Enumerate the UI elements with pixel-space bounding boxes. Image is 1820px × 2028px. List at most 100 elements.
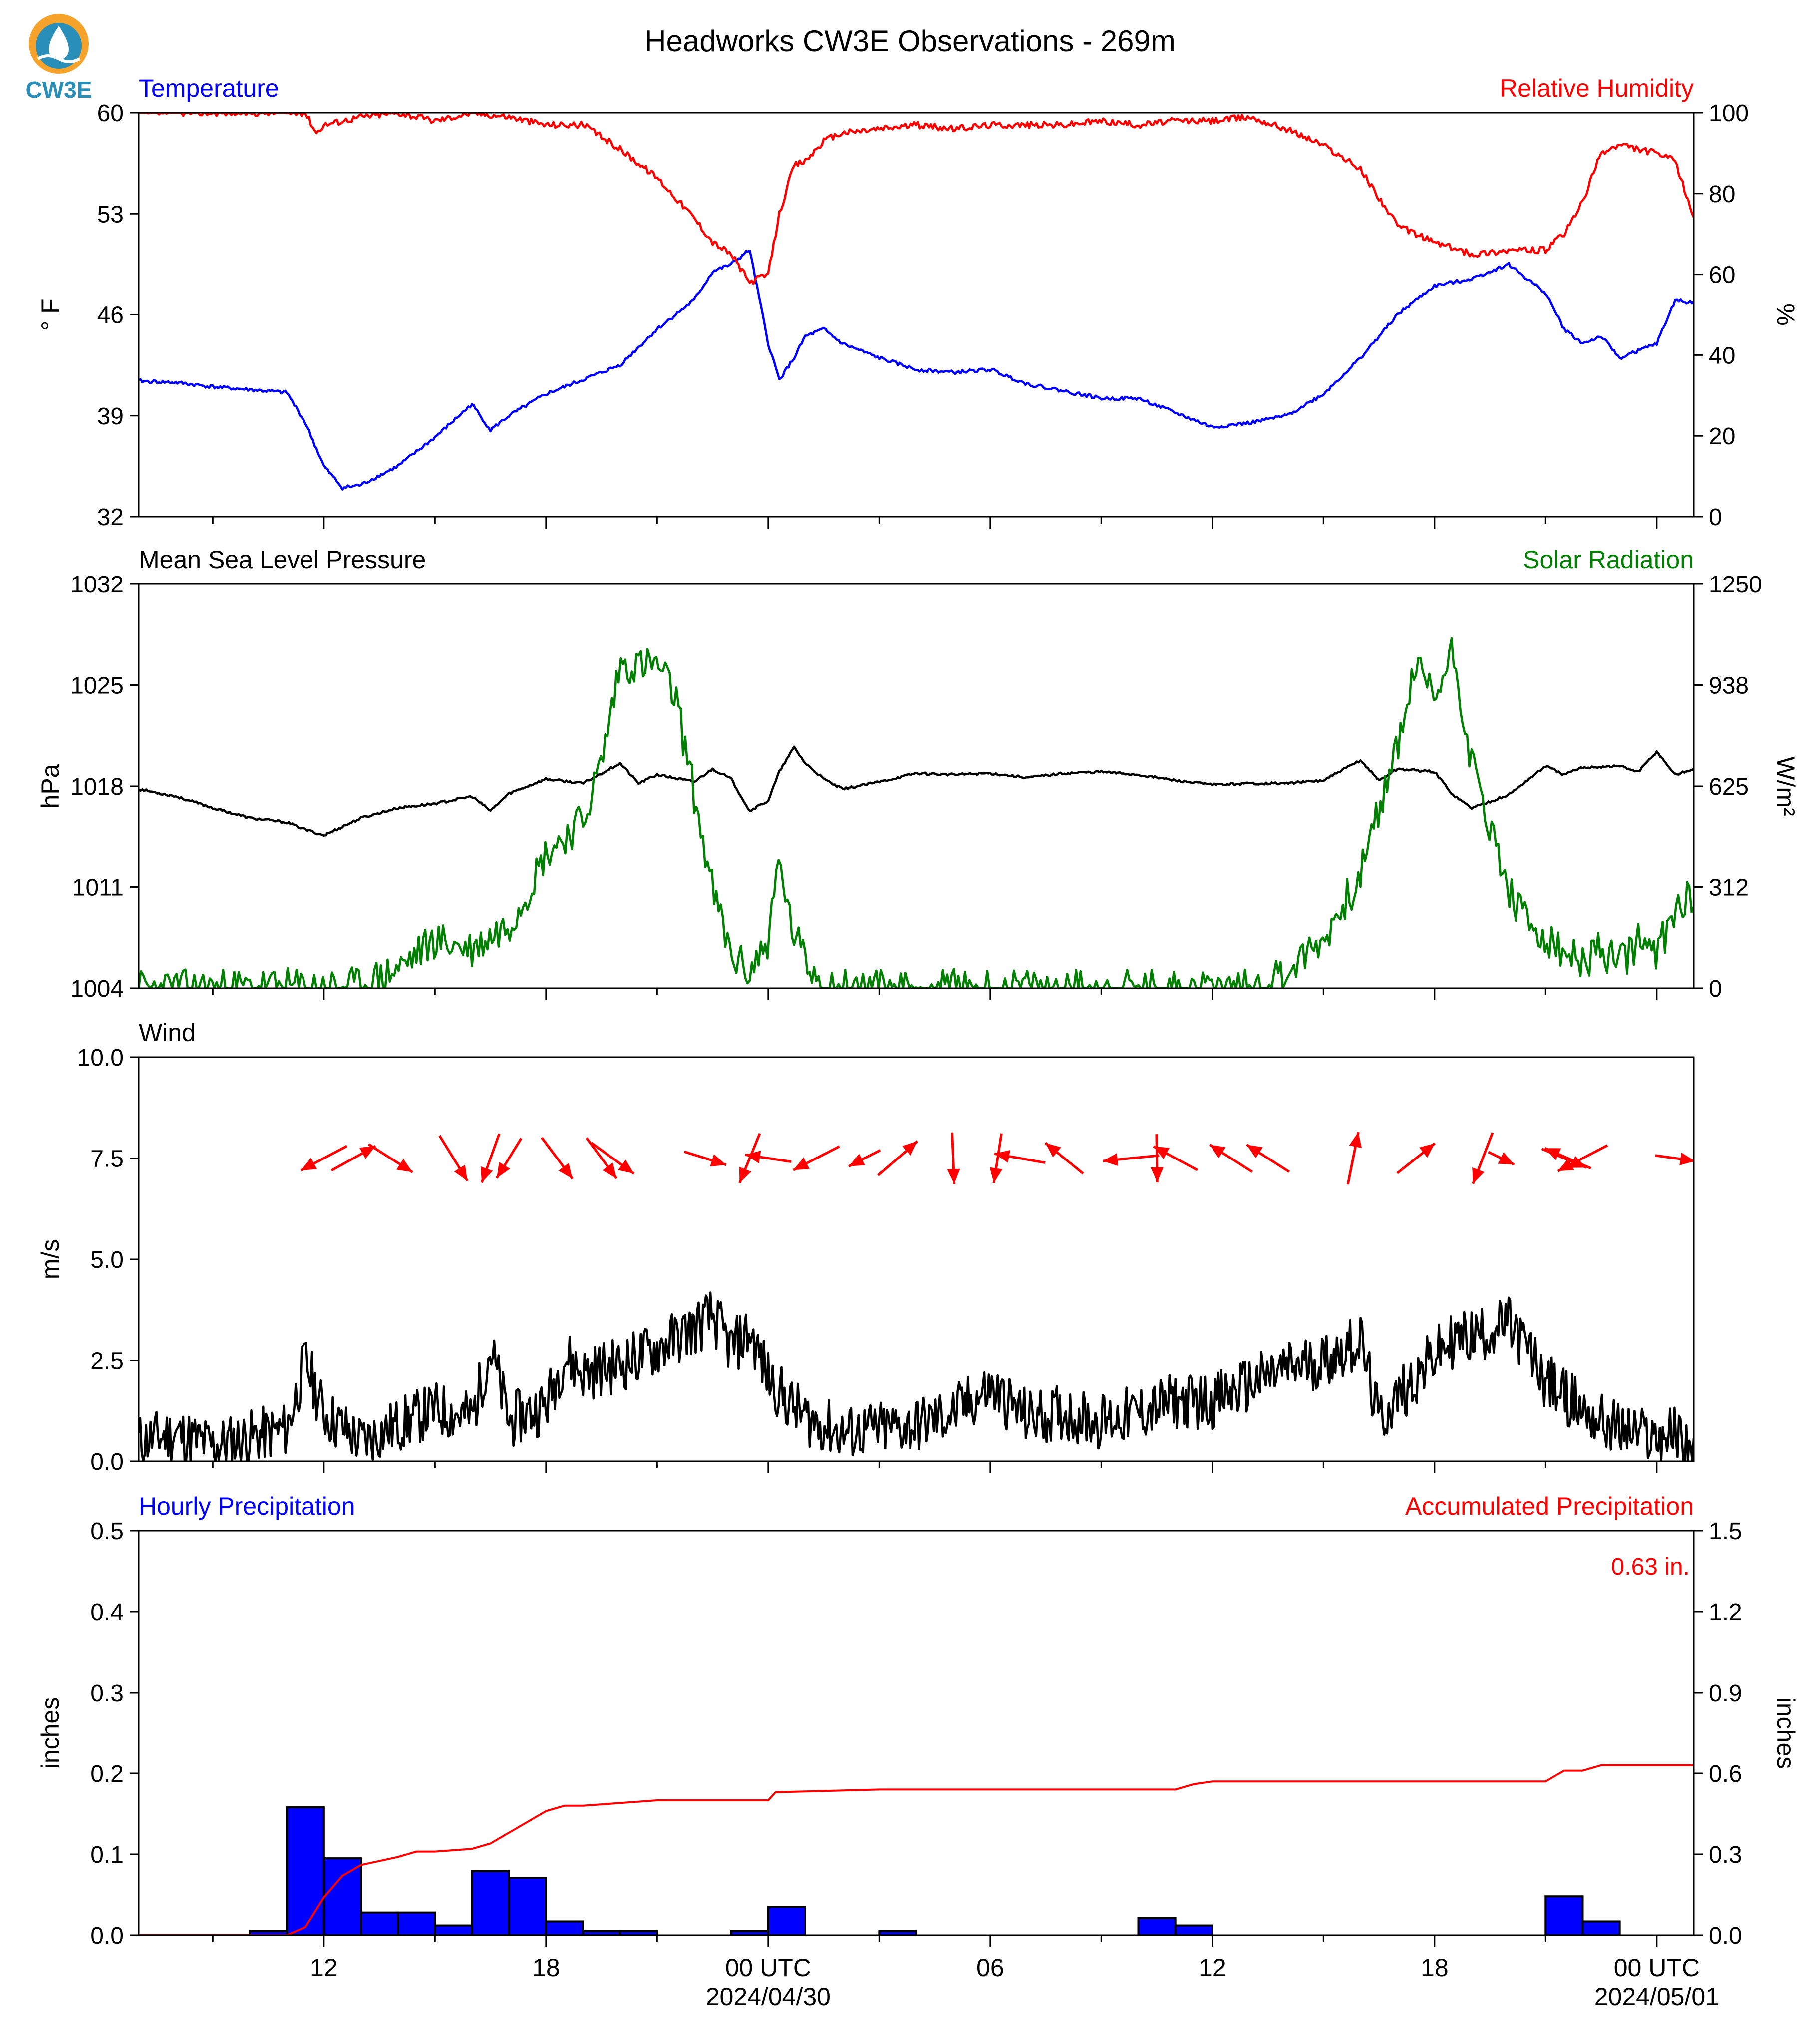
y-tick-label: 2.5: [90, 1348, 124, 1375]
y2-tick-label: 0: [1709, 504, 1722, 531]
panel-right-title: Accumulated Precipitation: [1405, 1492, 1694, 1520]
panel-left-title: Wind: [139, 1019, 196, 1047]
panel-4: Hourly Precipitation Accumulated Precipit…: [36, 1492, 1800, 1949]
wind-arrow: [989, 1133, 1003, 1183]
relative-humidity-line: [139, 113, 1694, 285]
y-tick-label: 53: [97, 201, 124, 228]
x-tick-label: 06: [976, 1954, 1004, 1982]
wind-arrow: [438, 1135, 469, 1182]
wind-arrow: [1488, 1151, 1515, 1166]
logo-drop-icon: [49, 26, 69, 60]
plot-area: [139, 637, 1694, 988]
y2-tick-label: 312: [1709, 875, 1749, 901]
panel-frame: [138, 112, 1695, 518]
y-tick-label: 1032: [70, 572, 124, 598]
wind-arrow: [300, 1145, 348, 1172]
wind-arrow: [1044, 1142, 1084, 1175]
precip-bar: [322, 1857, 362, 1935]
wind-arrow-head: [301, 1158, 317, 1170]
wind-arrow: [541, 1137, 574, 1180]
y2-tick-label: 0.0: [1709, 1923, 1742, 1949]
wind-arrow-head: [989, 1167, 1003, 1183]
wind-arrow-head: [454, 1164, 468, 1181]
wind-arrow-head: [710, 1154, 726, 1167]
y2-tick-label: 40: [1709, 342, 1735, 369]
panels: Temperature Relative Humidity ° F % 32 39 46 53…: [36, 74, 1800, 2011]
cw3e-logo: CW3E: [26, 14, 92, 103]
wind-arrow: [1246, 1144, 1290, 1173]
y-tick-label: 7.5: [90, 1146, 124, 1172]
precip-bar: [1544, 1895, 1584, 1935]
panel-2: Mean Sea Level Pressure Solar Radiation hP…: [36, 546, 1800, 1002]
precip-bar: [434, 1924, 473, 1935]
precip-bar: [1174, 1924, 1213, 1935]
x-tick-label: 12: [310, 1954, 338, 1982]
x-tick-label: 18: [1421, 1954, 1449, 1982]
wind-arrow-head: [739, 1166, 751, 1183]
y-tick-label: 32: [97, 504, 124, 531]
wind-arrow-head: [1150, 1167, 1164, 1182]
y2-tick-label: 1250: [1709, 572, 1762, 598]
precip-bar: [1137, 1917, 1177, 1935]
wind-arrow-head: [1557, 1159, 1574, 1171]
wind-arrow-head: [1210, 1145, 1226, 1159]
wind-arrow: [1346, 1132, 1362, 1185]
x-date-label: 2024/04/30: [706, 1983, 831, 2011]
accumulated-total-label: 0.63 in.: [1611, 1554, 1690, 1580]
panel-right-title: Relative Humidity: [1500, 74, 1694, 102]
wind-arrow-head: [1045, 1143, 1061, 1158]
wind-arrow: [1472, 1132, 1494, 1184]
chart-title: Headworks CW3E Observations - 269m: [644, 24, 1176, 58]
y-axis-label: inches: [36, 1697, 64, 1769]
wind-arrow-head: [1419, 1143, 1435, 1158]
wind-arrow-head: [1246, 1145, 1263, 1159]
wind-arrow: [1150, 1134, 1164, 1182]
wind-arrow-head: [849, 1154, 865, 1166]
wind-arrow-head: [602, 1162, 617, 1179]
wind-arrow: [1396, 1142, 1436, 1174]
x-date-label: 2024/05/01: [1594, 1983, 1719, 2011]
wind-arrow: [683, 1150, 727, 1167]
precip-bar: [1581, 1920, 1621, 1935]
y2-tick-label: 0: [1709, 976, 1722, 1002]
wind-arrow-head: [359, 1146, 376, 1159]
wind-arrow-head: [994, 1150, 1010, 1163]
wind-arrow: [994, 1150, 1046, 1164]
wind-arrow: [1557, 1144, 1608, 1172]
x-tick-label: 18: [532, 1954, 560, 1982]
y-tick-label: 0.4: [90, 1599, 124, 1626]
wind-arrow: [1655, 1153, 1694, 1165]
wind-arrow-head: [1472, 1167, 1485, 1184]
y2-axis-label: %: [1772, 303, 1800, 325]
y2-tick-label: 625: [1709, 774, 1749, 800]
precip-bar: [545, 1920, 585, 1935]
wind-arrow: [745, 1151, 792, 1163]
plot-area: [139, 1764, 1694, 1935]
x-tick-label: 00 UTC: [725, 1954, 811, 1982]
temperature-line: [139, 250, 1694, 491]
wind-arrow: [1209, 1144, 1253, 1173]
wind-arrow-head: [558, 1162, 573, 1179]
y-tick-label: 1004: [70, 976, 124, 1002]
y-axis-label: hPa: [36, 764, 64, 808]
precip-bar: [767, 1906, 807, 1935]
wind-arrow: [330, 1145, 376, 1172]
solar-radiation-line: [139, 637, 1694, 988]
y2-tick-label: 100: [1709, 100, 1749, 127]
plot-area: [139, 1132, 1694, 1461]
y-axis-label: m/s: [36, 1239, 64, 1280]
y-tick-label: 0.0: [90, 1449, 124, 1475]
y-tick-label: 1011: [72, 875, 124, 901]
wind-speed-line: [139, 1291, 1694, 1461]
y-axis-label: ° F: [36, 298, 64, 330]
wind-arrow: [792, 1145, 840, 1171]
y-tick-label: 0.0: [90, 1923, 124, 1949]
y-tick-label: 0.5: [90, 1518, 124, 1545]
wind-arrow-head: [497, 1162, 510, 1178]
y2-tick-label: 60: [1709, 262, 1735, 289]
wind-arrow: [496, 1138, 523, 1179]
wind-arrow: [591, 1142, 635, 1175]
y2-tick-label: 1.2: [1709, 1599, 1742, 1626]
